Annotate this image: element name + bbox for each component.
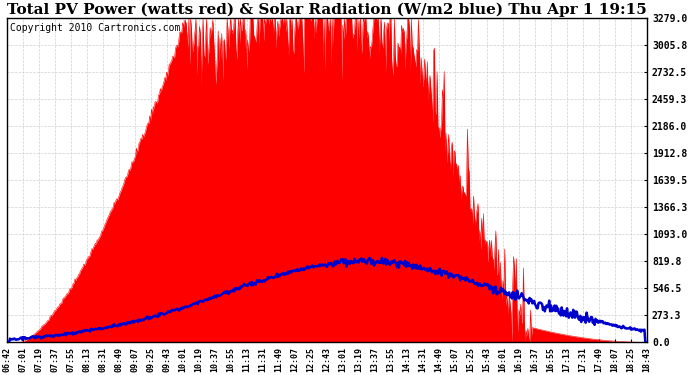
Title: Total PV Power (watts red) & Solar Radiation (W/m2 blue) Thu Apr 1 19:15: Total PV Power (watts red) & Solar Radia… — [8, 3, 647, 17]
Text: Copyright 2010 Cartronics.com: Copyright 2010 Cartronics.com — [10, 23, 181, 33]
